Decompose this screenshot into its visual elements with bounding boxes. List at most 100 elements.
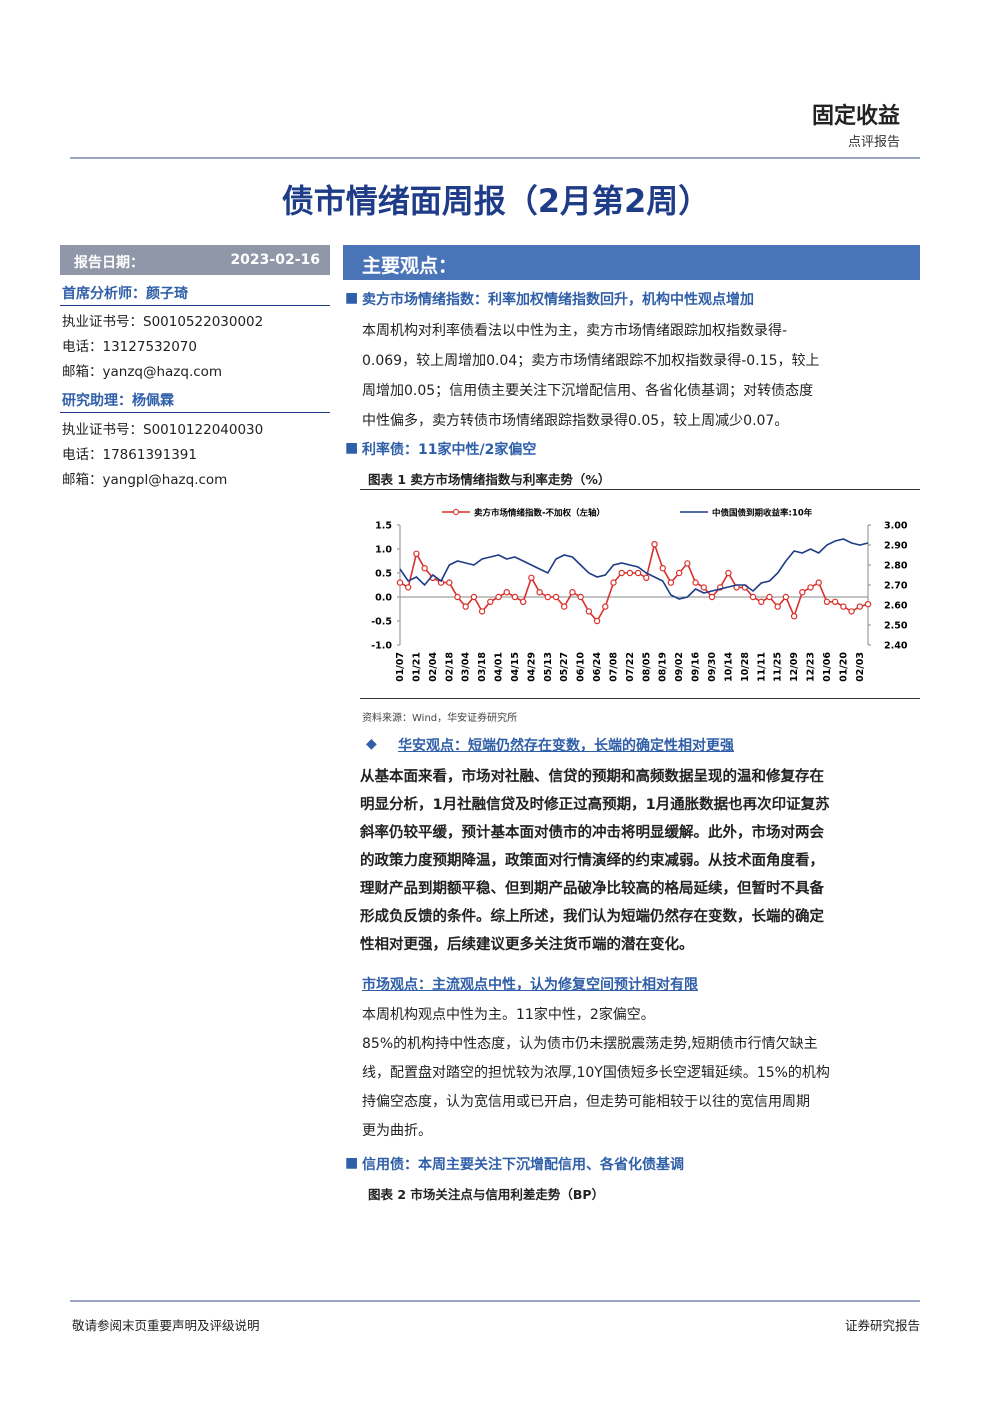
figure-title: 图表 1 卖方市场情绪指数与利率走势（%） [368,472,611,487]
point [405,584,412,591]
x-tick-label: 02/18 [444,652,455,682]
rule [70,157,920,159]
x-tick-label: 01/20 [838,652,849,682]
point [790,613,798,620]
point [593,617,601,625]
x-tick-label: 02/04 [428,652,439,682]
point [856,603,863,610]
legend-label: 中债国债到期收益率:10年 [712,508,813,519]
point [766,593,773,601]
report-type: 点评报告 [847,135,900,150]
x-tick-label: 12/23 [806,652,817,682]
line: 持偏空态度，认为宽信用或已开启，但走势可能相较于以往的宽信用周期 [362,1094,810,1110]
x-tick-label: 07/22 [625,652,636,682]
x-tick-label: 09/16 [691,652,702,682]
series-line [399,541,869,623]
point [659,565,666,572]
line: 本周机构观点中性为主。11家中性，2家偏空。 [362,1007,655,1023]
point [799,589,806,596]
point [511,593,519,601]
section-label: 固定收益 [811,104,900,129]
y-tick-label: 0.5 [375,569,392,580]
point [610,579,617,586]
y2-tick-label: 2.80 [884,561,908,572]
section-heading: 信用债：本周主要关注下沉增配信用、各省化债基调 [362,1157,684,1173]
line: 斜率仍较平缓，预计基本面对债市的冲击将明显缓解。此外，市场对两会 [360,825,824,841]
analyst: 首席分析师：颜子琦 [62,286,188,302]
point [396,579,404,586]
point [725,569,732,577]
x-tick-label: 10/14 [723,652,734,682]
point [700,584,707,591]
footer-left: 敬请参阅末页重要声明及评级说明 [72,1318,260,1333]
series-line [399,538,869,600]
line: 的政策力度预期降温，政策面对行情演绎的约束减弱。从技术面角度看， [360,853,824,869]
point [462,603,469,610]
y-tick-label: 0.0 [375,593,392,604]
x-tick-label: 01/06 [822,652,833,682]
point [831,598,839,606]
line: 中性偏多，卖方转债市场情绪跟踪指数录得0.05，较上周减少0.07。 [362,413,789,429]
x-tick-label: 05/13 [543,652,554,682]
y-tick-label: 1.0 [375,545,392,556]
point [421,565,428,572]
y2-tick-label: 2.50 [884,621,908,632]
title: 债市情绪面周报（2月第2周） [281,182,711,220]
bullet: ◆ [366,736,377,752]
y-tick-label: 1.5 [375,521,392,532]
date-label: 报告日期： [74,255,144,271]
rule [60,305,330,306]
footer-right: 证券研究报告 [844,1318,920,1333]
main-header: 主要观点： [362,255,458,277]
legend-marker [452,508,460,516]
line: 本周机构对利率债看法以中性为主，卖方市场情绪跟踪加权指数录得- [362,323,788,339]
x-tick-label: 04/15 [510,652,521,682]
bullet: ■ [345,1155,359,1171]
line: 更为曲折。 [362,1123,432,1139]
x-tick-label: 09/30 [707,652,718,682]
info-line: 电话：17861391391 [62,447,197,463]
x-tick-label: 12/09 [789,652,800,682]
point [478,608,486,615]
point [585,608,593,615]
point [561,603,568,610]
line: 0.069，较上周增加0.04；卖方市场情绪跟踪不加权指数录得-0.15，较上 [362,353,820,369]
y2-tick-label: 3.00 [884,521,908,532]
line: 形成负反馈的条件。综上所述，我们认为短端仍然存在变数，长端的确定 [360,909,824,925]
info-line: 电话：13127532070 [62,339,197,355]
x-tick-label: 08/05 [641,652,652,682]
line: 线，配置盘对踏空的担忧较为浓厚,10Y国债短多长空逻辑延续。15%的机构 [362,1065,830,1081]
point [675,569,683,577]
x-tick-label: 03/18 [477,652,488,682]
point [487,598,494,606]
point [470,593,478,601]
point [446,579,453,586]
main-header-bar [343,245,920,280]
point [503,589,510,596]
point [684,560,691,567]
point [848,608,855,615]
point [864,601,872,608]
point [815,579,822,586]
rule [360,698,920,699]
x-tick-label: 06/24 [592,652,603,682]
source: 资料来源：Wind，华安证券研究所 [362,713,518,724]
point [692,579,699,586]
assistant: 研究助理：杨佩霖 [62,393,174,409]
point [782,593,790,601]
point [840,603,847,610]
y2-tick-label: 2.60 [884,601,908,612]
x-tick-label: 01/07 [395,652,406,682]
point [519,598,527,606]
x-tick-label: 08/19 [658,652,669,682]
x-tick-label: 04/01 [494,652,505,682]
point [749,593,757,601]
point [774,603,781,610]
point [454,593,461,601]
x-tick-label: 01/21 [411,652,422,682]
info-line: 执业证书号：S0010522030002 [62,314,264,330]
y-tick-label: -1.0 [371,641,392,652]
point [708,593,716,601]
info-line: 邮箱：yangpl@hazq.com [62,472,228,488]
line: 周增加0.05；信用债主要关注下沉增配信用、各省化债基调；对转债态度 [362,383,814,399]
